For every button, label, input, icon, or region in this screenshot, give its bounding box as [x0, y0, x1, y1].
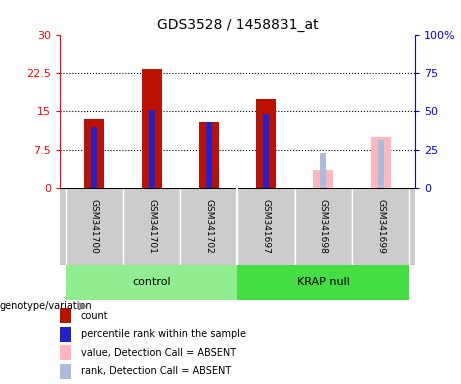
Text: count: count — [81, 311, 108, 321]
Text: control: control — [132, 277, 171, 287]
Bar — [256, 99, 276, 188]
Text: genotype/variation: genotype/variation — [0, 301, 93, 311]
Text: GSM341702: GSM341702 — [204, 199, 213, 254]
Text: KRAP null: KRAP null — [297, 277, 350, 287]
Bar — [60, 364, 71, 379]
Bar — [371, 137, 390, 188]
Bar — [352, 188, 409, 265]
Bar — [237, 265, 409, 300]
Bar — [313, 170, 333, 188]
Bar — [206, 122, 212, 188]
Bar — [237, 188, 295, 265]
Bar — [60, 308, 71, 323]
Bar — [142, 70, 161, 188]
Bar — [199, 122, 219, 188]
Bar — [65, 188, 123, 265]
Bar — [84, 119, 104, 188]
Bar — [148, 110, 154, 188]
Text: GSM341697: GSM341697 — [261, 199, 271, 254]
Text: GSM341700: GSM341700 — [90, 199, 99, 254]
Bar — [295, 188, 352, 265]
Title: GDS3528 / 1458831_at: GDS3528 / 1458831_at — [157, 18, 318, 32]
Bar — [60, 326, 71, 342]
Text: GSM341699: GSM341699 — [376, 199, 385, 254]
Text: percentile rank within the sample: percentile rank within the sample — [81, 329, 246, 339]
Text: GSM341698: GSM341698 — [319, 199, 328, 254]
Text: value, Detection Call = ABSENT: value, Detection Call = ABSENT — [81, 348, 236, 358]
Bar — [378, 139, 384, 188]
Bar — [180, 188, 237, 265]
Bar — [320, 153, 326, 188]
Text: rank, Detection Call = ABSENT: rank, Detection Call = ABSENT — [81, 366, 231, 376]
Bar — [123, 188, 180, 265]
Bar — [65, 265, 237, 300]
Bar — [60, 345, 71, 360]
Bar — [263, 114, 269, 188]
Bar — [91, 127, 97, 188]
Text: GSM341701: GSM341701 — [147, 199, 156, 254]
